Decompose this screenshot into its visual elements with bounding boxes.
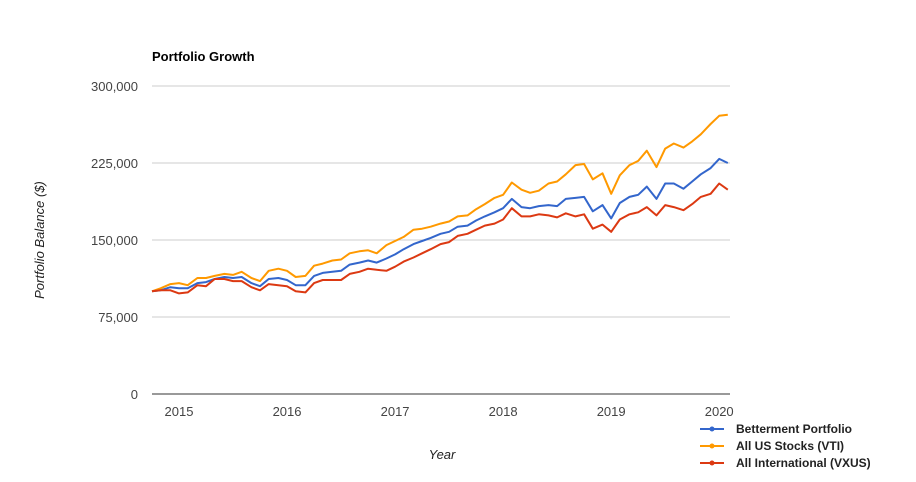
chart-title: Portfolio Growth: [152, 49, 255, 64]
y-tick-label: 150,000: [91, 233, 138, 248]
series-line: [151, 113, 728, 293]
y-tick-label: 300,000: [91, 79, 138, 94]
y-tick-label: 75,000: [98, 310, 138, 325]
series-line: [151, 157, 729, 293]
legend-item: Betterment Portfolio: [700, 422, 852, 436]
gridlines: [152, 85, 730, 318]
series-1: [151, 157, 729, 293]
x-tick-label: 2016: [273, 404, 302, 419]
x-tick-label: 2017: [381, 404, 410, 419]
x-axis-title: Year: [429, 447, 456, 462]
legend-marker: [709, 426, 715, 432]
series-3: [151, 182, 729, 295]
x-axis-ticks: 2015 2016 2017 2018 2019 2020: [165, 404, 734, 419]
legend-marker: [709, 443, 715, 449]
x-tick-label: 2019: [597, 404, 626, 419]
x-tick-label: 2020: [705, 404, 734, 419]
legend-marker: [709, 460, 715, 466]
series-lines: [151, 113, 729, 295]
y-axis-title: Portfolio Balance ($): [32, 181, 47, 299]
y-tick-label: 0: [131, 387, 138, 402]
x-tick-label: 2015: [165, 404, 194, 419]
legend-item: All US Stocks (VTI): [700, 439, 844, 453]
legend-label: All US Stocks (VTI): [736, 439, 844, 453]
y-tick-label: 225,000: [91, 156, 138, 171]
legend-item: All International (VXUS): [700, 456, 871, 470]
legend: Betterment Portfolio All US Stocks (VTI) A…: [700, 422, 871, 470]
series-2: [151, 113, 728, 293]
y-axis-ticks: 0 75,000 150,000 225,000 300,000: [91, 79, 138, 402]
legend-label: All International (VXUS): [736, 456, 871, 470]
legend-label: Betterment Portfolio: [736, 422, 852, 436]
x-tick-label: 2018: [489, 404, 518, 419]
series-line: [151, 182, 729, 295]
